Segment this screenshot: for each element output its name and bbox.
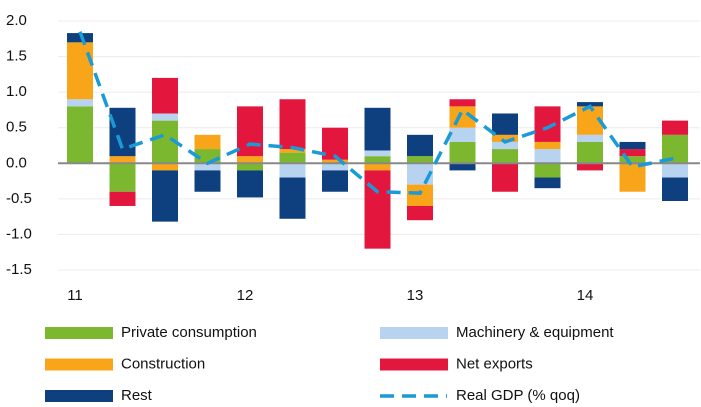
legend-label: Rest: [121, 387, 153, 404]
bar-segment: [449, 141, 476, 164]
y-tick-label: -1.0: [6, 225, 32, 242]
legend-swatch: [380, 358, 448, 371]
bar-segment: [577, 163, 603, 171]
bar-segment: [407, 205, 433, 221]
bar-segment: [194, 170, 221, 192]
y-tick-label: 1.5: [6, 48, 27, 65]
bar-segment: [364, 170, 391, 249]
bar-segment: [662, 163, 688, 178]
bar-segment: [152, 163, 178, 171]
bar-segment: [619, 163, 646, 192]
legend-swatch: [45, 358, 113, 371]
bar-segment: [662, 120, 688, 135]
legend-label: Private consumption: [121, 324, 257, 341]
legend-label: Machinery & equipment: [456, 324, 614, 341]
bar-segment: [577, 141, 603, 164]
legend-label: Real GDP (% qoq): [456, 387, 580, 404]
bar-segment: [279, 163, 306, 178]
bar-segment: [619, 156, 646, 164]
bar-segment: [534, 149, 561, 164]
x-tick-label: 13: [407, 287, 424, 304]
bar-segment: [449, 127, 476, 142]
y-tick-label: -1.5: [6, 261, 32, 278]
bar-segment: [534, 106, 561, 142]
bar-segment: [279, 152, 306, 164]
legend-swatch: [45, 327, 113, 339]
bar-segment: [194, 163, 221, 171]
bar-segment: [619, 141, 646, 150]
bar-segment: [237, 106, 263, 157]
bar-segment: [534, 177, 561, 189]
bar-segment: [577, 134, 603, 142]
bar-segment: [662, 177, 688, 201]
bar-segment: [237, 170, 263, 198]
bar-segment: [364, 107, 391, 151]
bar-segment: [279, 99, 306, 150]
legend-swatch: [45, 390, 113, 402]
bar-segment: [407, 184, 433, 206]
bar-segment: [492, 141, 518, 150]
bar-segment: [109, 156, 136, 164]
y-tick-label: 1.0: [6, 83, 27, 100]
bar-segment: [492, 163, 518, 192]
bar-segment: [237, 163, 263, 171]
bar-segment: [619, 149, 646, 157]
y-tick-label: 2.0: [6, 12, 27, 29]
bar-segment: [152, 77, 178, 114]
bar-segment: [364, 150, 391, 157]
bar-segment: [492, 149, 518, 164]
bar-segment: [67, 106, 93, 164]
bar-segment: [534, 141, 561, 150]
legend-swatch: [380, 327, 448, 339]
bar-segment: [407, 156, 433, 164]
y-tick-label: 0.5: [6, 119, 27, 136]
y-tick-label: 0.0: [6, 154, 27, 171]
x-tick-label: 14: [577, 287, 594, 304]
bar-segment: [364, 163, 391, 171]
bar-segment: [109, 107, 136, 157]
bar-segment: [194, 134, 221, 150]
bar-segment: [364, 156, 391, 164]
bar-segment: [449, 163, 476, 171]
legend-label: Construction: [121, 355, 205, 372]
bar-segment: [577, 102, 603, 107]
bar-segment: [67, 33, 93, 43]
x-tick-label: 11: [67, 287, 83, 304]
bar-segment: [152, 113, 178, 121]
bar-segment: [109, 163, 136, 192]
bar-segment: [407, 134, 433, 157]
bar-segment: [109, 191, 136, 206]
bar-segment: [322, 163, 348, 171]
bar-segment: [492, 134, 518, 142]
x-tick-label: 12: [237, 287, 254, 304]
bar-segment: [67, 42, 93, 100]
bar-segment: [279, 177, 306, 219]
bar-segment: [279, 149, 306, 153]
bar-segment: [152, 170, 178, 222]
line-series: [78, 31, 676, 195]
bar-segment: [322, 159, 348, 164]
legend-label: Net exports: [456, 355, 533, 372]
bar-segment: [322, 170, 348, 192]
bar-segment: [534, 163, 561, 178]
bar-segment: [67, 99, 93, 107]
bar-segment: [449, 99, 476, 107]
bar-segment: [237, 156, 263, 164]
y-tick-label: -0.5: [6, 190, 32, 207]
bar-segment: [492, 113, 518, 135]
